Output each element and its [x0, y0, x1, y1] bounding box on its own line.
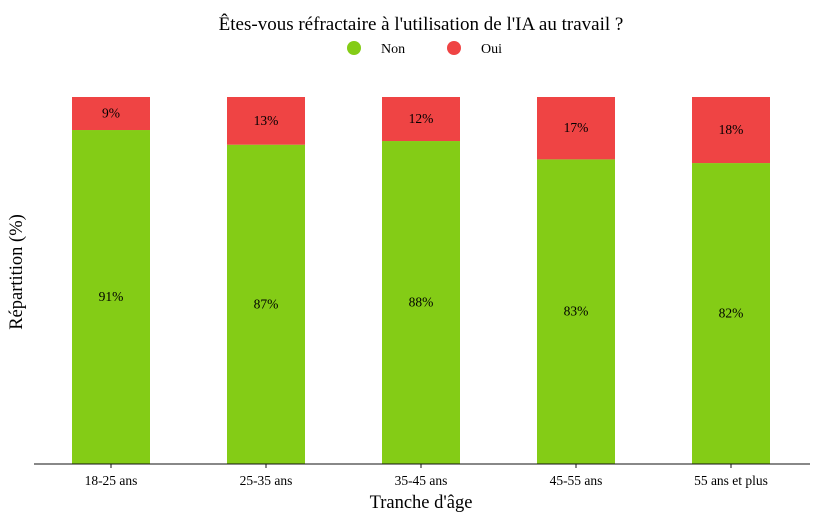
x-tick-label-4: 45-55 ans — [550, 473, 603, 488]
x-tick-labels: 18-25 ans 25-35 ans 35-45 ans 45-55 ans 55 a… — [85, 464, 768, 488]
bar-label-oui-2: 13% — [254, 113, 279, 128]
bar-label-non-2: 87% — [254, 296, 279, 311]
bar-label-non-5: 82% — [719, 306, 744, 321]
bar-label-non-3: 88% — [409, 295, 434, 310]
bars-group — [72, 97, 770, 465]
chart-title: Êtes-vous réfractaire à l'utilisation de… — [219, 13, 624, 35]
legend-marker-non — [347, 41, 361, 55]
bar-non-2 — [227, 144, 305, 464]
bar-oui-1 — [72, 97, 150, 131]
bar-oui-5 — [692, 97, 770, 164]
bar-label-non-4: 83% — [564, 304, 589, 319]
bar-non-1 — [72, 130, 150, 464]
bar-oui-3 — [382, 97, 460, 142]
x-axis-label: Tranche d'âge — [370, 493, 473, 513]
bar-label-oui-3: 12% — [409, 111, 434, 126]
x-tick-label-5: 55 ans et plus — [694, 473, 768, 488]
legend: Non Oui — [347, 41, 502, 57]
bar-label-oui-4: 17% — [564, 120, 589, 135]
x-tick-label-3: 35-45 ans — [395, 473, 448, 488]
bar-label-oui-1: 9% — [102, 106, 120, 121]
bar-non-3 — [382, 141, 460, 465]
y-axis-label: Répartition (%) — [7, 214, 27, 330]
bar-label-oui-5: 18% — [719, 122, 744, 137]
x-tick-label-1: 18-25 ans — [85, 473, 138, 488]
bar-labels-group: 91% 9% 87% 13% 88% 12% 83% 17% 82% 18% — [99, 106, 744, 321]
legend-label-oui: Oui — [481, 42, 502, 57]
bar-non-5 — [692, 163, 770, 464]
legend-marker-oui — [447, 41, 461, 55]
x-tick-label-2: 25-35 ans — [240, 473, 293, 488]
bar-non-4 — [537, 159, 615, 464]
bar-label-non-1: 91% — [99, 289, 124, 304]
bar-oui-4 — [537, 97, 615, 160]
bar-oui-2 — [227, 97, 305, 145]
legend-label-non: Non — [381, 42, 405, 57]
